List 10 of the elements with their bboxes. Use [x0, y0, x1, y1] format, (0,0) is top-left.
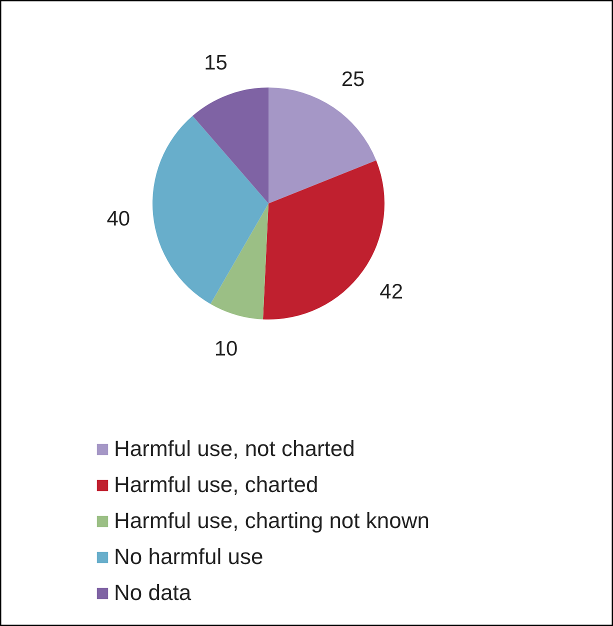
- data-label: 10: [214, 338, 238, 361]
- data-label: 42: [380, 280, 404, 304]
- legend-label: No data: [114, 580, 192, 606]
- data-label: 15: [204, 52, 228, 75]
- legend-label: Harmful use, charting not known: [114, 508, 430, 534]
- data-label: 25: [341, 68, 365, 92]
- legend-label: Harmful use, charted: [114, 472, 318, 498]
- legend-label: Harmful use, not charted: [114, 436, 355, 462]
- legend-label: No harmful use: [114, 544, 264, 570]
- data-label: 40: [106, 207, 130, 230]
